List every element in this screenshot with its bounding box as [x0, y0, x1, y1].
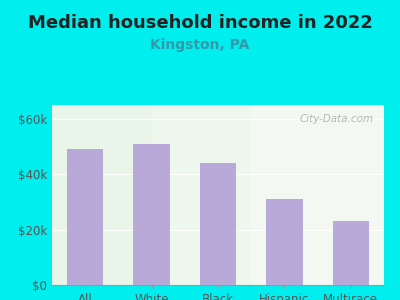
Bar — [152, 105, 384, 285]
Bar — [266, 199, 303, 285]
Bar — [200, 163, 236, 285]
Bar — [67, 149, 104, 285]
Bar — [251, 105, 384, 285]
Text: City-Data.com: City-Data.com — [300, 114, 374, 124]
Bar — [133, 144, 170, 285]
Text: Median household income in 2022: Median household income in 2022 — [28, 14, 372, 32]
Text: Kingston, PA: Kingston, PA — [150, 38, 250, 52]
Bar — [332, 221, 369, 285]
